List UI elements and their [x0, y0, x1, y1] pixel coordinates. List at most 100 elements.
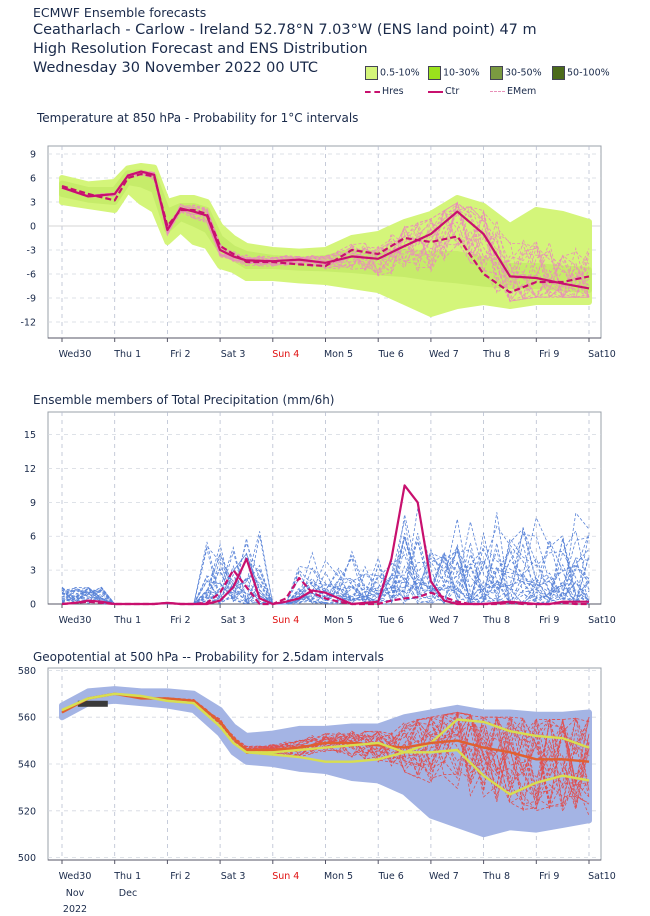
legend-line-emem: EMem [490, 86, 536, 97]
precipitation-x-tick-label: Thu 1 [113, 615, 141, 626]
precipitation-series-ctr [61, 484, 589, 606]
precipitation-y-tick-label: 12 [24, 464, 36, 475]
geopotential-x-tick-label: Sat 3 [221, 871, 246, 882]
precipitation-x-tick-label: Sat10 [588, 615, 616, 626]
precipitation-x-tick-label: Fri 2 [170, 615, 190, 626]
precipitation-y-tick-label: 6 [30, 532, 36, 543]
legend-label: EMem [507, 86, 537, 97]
legend-swatch [490, 66, 503, 80]
legend-line-dashed [365, 90, 380, 93]
legend-line-ctr: Ctr [428, 86, 459, 97]
legend-swatch [365, 66, 378, 80]
precipitation-y-tick-label: 15 [24, 430, 36, 441]
precipitation-ensemble-member [61, 537, 590, 605]
geopotential-y-tick-label: 580 [18, 666, 36, 677]
forecast-subtitle: High Resolution Forecast and ENS Distrib… [33, 41, 368, 57]
geopotential-y-tick-label: 520 [18, 806, 36, 817]
temperature-ensemble-member [61, 170, 590, 299]
month-label-nov: Nov [66, 888, 85, 899]
precipitation-y-tick-label: 9 [30, 498, 36, 509]
temperature-y-tick-label: 9 [30, 150, 36, 161]
geopotential-x-tick-label: Tue 6 [378, 871, 404, 882]
legend-swatch [552, 66, 565, 80]
legend-swatch [428, 66, 441, 80]
geopotential-band-dark [77, 700, 108, 707]
year-label: 2022 [63, 904, 87, 915]
geopotential-x-tick-label: Sat10 [588, 871, 616, 882]
legend-label: Ctr [445, 86, 460, 97]
temperature-x-tick-label: Sat10 [588, 349, 616, 360]
legend-band-3: 30-50% [490, 66, 542, 80]
temperature-chart-title: Temperature at 850 hPa - Probability for… [37, 111, 359, 125]
legend-label: 50-100% [567, 67, 610, 79]
geopotential-series-mem [61, 692, 590, 796]
precipitation-x-tick-label: Wed 7 [429, 615, 459, 626]
temperature-y-tick-label: -6 [27, 270, 36, 281]
forecast-date: Wednesday 30 November 2022 00 UTC [33, 60, 318, 76]
temperature-y-tick-label: 3 [30, 198, 36, 209]
geopotential-panel: 580 560 540 520 500 Wed30 Thu 1 Fri 2 Sat 3 Sun 4… [18, 666, 616, 882]
geopotential-x-tick-label: Sun 4 [272, 871, 299, 882]
legend-line-solid [428, 90, 443, 93]
precipitation-x-tick-label: Mon 5 [324, 615, 353, 626]
temperature-panel: 9 6 3 0 -3 -6 -9 -12 Wed30 Thu 1 Fri 2 Sat 3 Sun 4 Mo… [20, 145, 616, 360]
legend-band-2: 10-30% [428, 66, 480, 80]
temperature-x-tick-label: Wed30 [59, 349, 92, 360]
temperature-x-tick-label: Sat 3 [221, 349, 246, 360]
geopotential-x-tick-label: Fri 9 [539, 871, 559, 882]
geopotential-chart-title: Geopotential at 500 hPa -- Probability f… [33, 650, 384, 664]
precipitation-x-tick-label: Sat 3 [221, 615, 246, 626]
temperature-x-tick-label: Sun 4 [272, 349, 299, 360]
temperature-x-tick-label: Wed 7 [429, 349, 459, 360]
precipitation-panel: 15 12 9 6 3 0 Wed30 Thu 1 Fri 2 Sat 3 Sun 4 Mon 5 Tu… [24, 411, 616, 626]
geopotential-x-tick-label: Fri 2 [170, 871, 190, 882]
temperature-x-tick-label: Tue 6 [378, 349, 404, 360]
precipitation-x-tick-label: Thu 8 [482, 615, 510, 626]
temperature-ensemble-member [61, 170, 590, 299]
month-label-dec: Dec [119, 888, 137, 899]
geopotential-x-tick-label: Wed 7 [429, 871, 459, 882]
geopotential-x-tick-label: Wed30 [59, 871, 92, 882]
precipitation-chart-title: Ensemble members of Total Precipitation … [33, 393, 335, 407]
temperature-y-tick-label: 0 [30, 222, 36, 233]
precipitation-ensemble-member [61, 534, 590, 605]
location-title: Ceatharlach - Carlow - Ireland 52.78°N 7… [33, 22, 537, 38]
temperature-series-ctr [61, 170, 590, 290]
precipitation-x-tick-label: Sun 4 [272, 615, 299, 626]
geopotential-x-tick-label: Thu 1 [113, 871, 141, 882]
temperature-y-tick-label: -12 [20, 318, 36, 329]
temperature-y-tick-label: -3 [27, 246, 36, 257]
temperature-y-tick-label: -9 [27, 294, 36, 305]
temperature-x-tick-label: Thu 8 [482, 349, 510, 360]
precipitation-y-tick-label: 3 [30, 566, 36, 577]
geopotential-x-tick-label: Mon 5 [324, 871, 353, 882]
temperature-series-hres [61, 172, 590, 294]
legend-line-dashed [490, 91, 505, 92]
legend-line-hres: Hres [365, 86, 404, 97]
precipitation-x-tick-label: Fri 9 [539, 615, 559, 626]
temperature-x-tick-label: Fri 2 [170, 349, 190, 360]
precipitation-x-tick-label: Wed30 [59, 615, 92, 626]
temperature-ensemble-member [61, 171, 590, 303]
temperature-y-tick-label: 6 [30, 174, 36, 185]
legend-label: 30-50% [505, 67, 542, 79]
temperature-x-tick-label: Fri 9 [539, 349, 559, 360]
precipitation-y-tick-label: 0 [30, 600, 36, 611]
legend-label: 10-30% [443, 67, 480, 79]
temperature-ensemble-member [61, 171, 590, 303]
legend-band-4: 50-100% [552, 66, 610, 80]
legend-band-1: 0.5-10% [365, 66, 420, 80]
precipitation-series-hres [61, 568, 589, 606]
geopotential-y-tick-label: 540 [18, 760, 36, 771]
temperature-x-tick-label: Mon 5 [324, 349, 353, 360]
legend-label: Hres [382, 86, 404, 97]
precipitation-plot-frame [47, 411, 602, 605]
legend-label: 0.5-10% [380, 67, 420, 79]
geopotential-y-tick-label: 500 [18, 853, 36, 864]
temperature-x-tick-label: Thu 1 [113, 349, 141, 360]
geopotential-y-tick-label: 560 [18, 713, 36, 724]
source-title: ECMWF Ensemble forecasts [33, 5, 207, 20]
precipitation-x-tick-label: Tue 6 [378, 615, 404, 626]
geopotential-x-tick-label: Thu 8 [482, 871, 510, 882]
